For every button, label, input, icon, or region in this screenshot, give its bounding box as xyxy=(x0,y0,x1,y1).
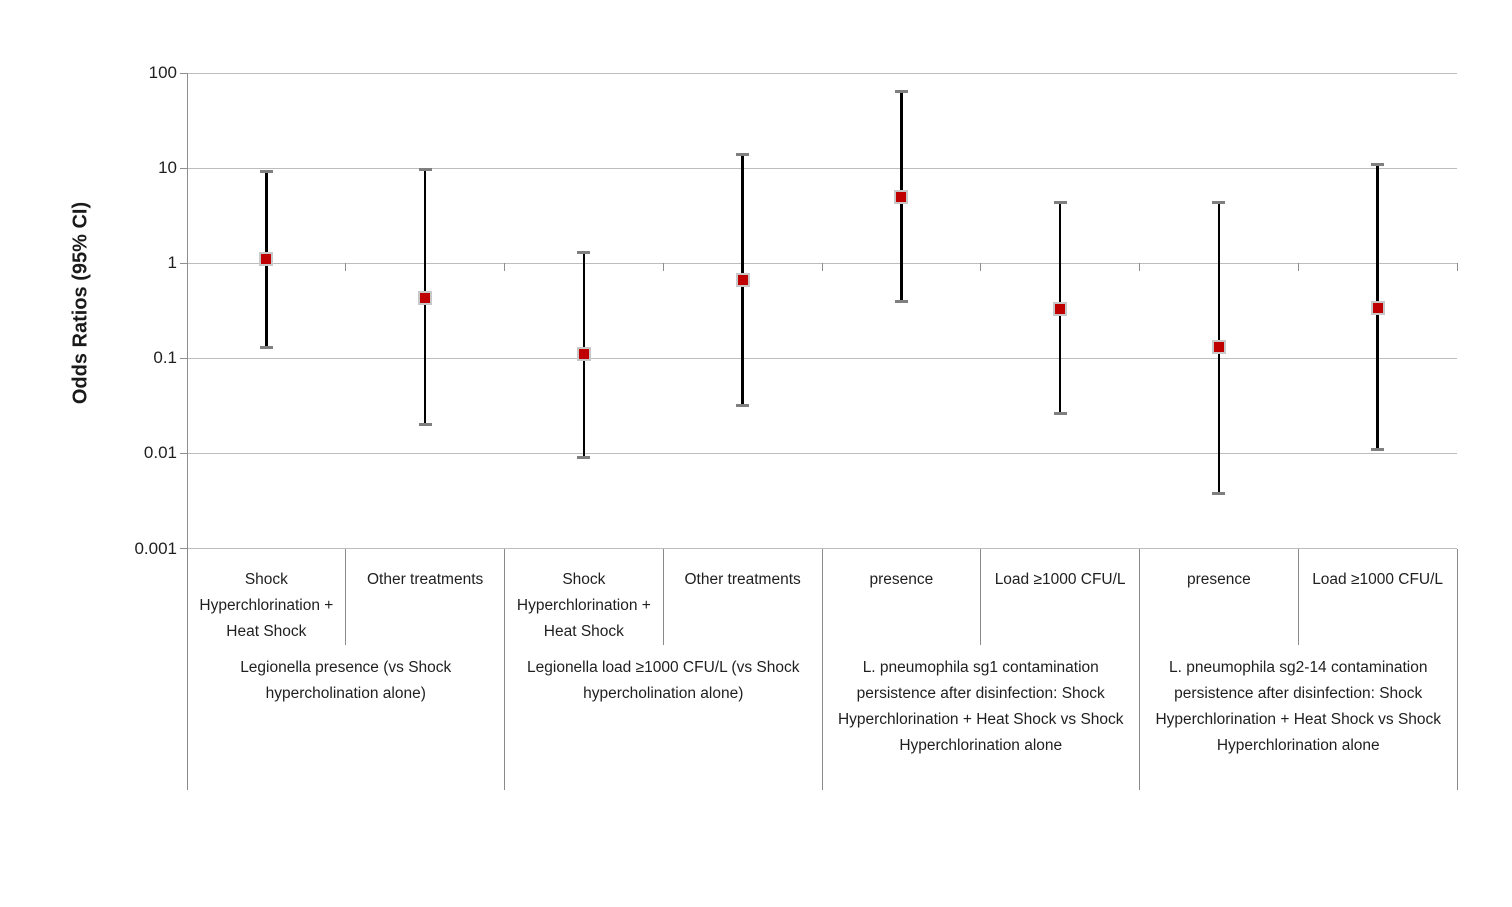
category-axis-tick xyxy=(1456,263,1458,272)
category-axis-tick xyxy=(662,263,664,272)
y-axis-tick xyxy=(180,72,187,74)
subcategory-separator-line xyxy=(980,548,982,645)
ci-lower-cap xyxy=(418,423,432,427)
y-gridline xyxy=(187,452,1457,454)
y-axis-title: Odds Ratios (95% CI) xyxy=(69,201,92,405)
data-point-marker xyxy=(894,189,909,204)
group-label: Legionella load ≥1000 CFU/L (vs Shock hy… xyxy=(527,658,800,702)
ci-lower-cap xyxy=(1053,412,1067,416)
y-axis-tick-label: 1 xyxy=(167,253,177,273)
ci-upper-cap xyxy=(736,152,750,156)
group-label: Legionella presence (vs Shock hypercholi… xyxy=(240,658,452,702)
subcategory-separator-line xyxy=(345,548,347,645)
category-axis-tick xyxy=(1139,263,1140,272)
data-point-marker xyxy=(1053,301,1068,316)
ci-upper-cap xyxy=(259,170,273,174)
subcategory-label: presence xyxy=(869,570,934,588)
subcategory-separator-line xyxy=(1297,548,1299,645)
y-axis-tick-label: 10 xyxy=(158,158,177,178)
y-axis-tick xyxy=(180,167,187,169)
subcategory-label: Shock Hyperchlorination + Heat Shock xyxy=(516,570,651,640)
y-axis-tick-label: 0.01 xyxy=(143,443,177,463)
category-axis-tick xyxy=(504,263,505,272)
subcategory-label: Other treatments xyxy=(366,570,484,588)
y-axis-tick xyxy=(180,548,187,549)
subcategory-label: Load ≥1000 CFU/L xyxy=(1312,570,1444,588)
y-axis-tick xyxy=(180,262,187,264)
ci-upper-cap xyxy=(1371,163,1385,167)
data-point-marker xyxy=(1211,340,1226,355)
data-point-marker xyxy=(418,291,433,306)
data-point-marker xyxy=(576,347,591,362)
ci-lower-cap xyxy=(736,403,750,407)
data-point-marker xyxy=(735,273,750,288)
category-axis-tick xyxy=(821,263,823,272)
ci-lower-cap xyxy=(1371,447,1385,451)
ci-upper-cap xyxy=(1053,200,1067,204)
category-axis-tick xyxy=(980,263,982,272)
ci-upper-cap xyxy=(418,168,432,172)
group-separator-line xyxy=(186,548,188,790)
ci-upper-cap xyxy=(577,250,591,254)
data-point-marker xyxy=(1370,300,1385,315)
data-point-marker xyxy=(259,252,274,267)
group-separator-line xyxy=(1456,548,1458,790)
category-axis-tick xyxy=(1297,263,1299,272)
group-separator-line xyxy=(821,548,823,790)
y-gridline xyxy=(187,357,1457,359)
subcategory-label: Shock Hyperchlorination + Heat Shock xyxy=(199,570,334,640)
ci-lower-cap xyxy=(577,456,591,460)
y-axis-tick-label: 0.001 xyxy=(134,538,177,558)
y-axis-tick xyxy=(180,452,187,454)
subcategory-label: Load ≥1000 CFU/L xyxy=(994,570,1126,588)
ci-upper-cap xyxy=(1212,200,1226,204)
ci-upper-cap xyxy=(894,89,908,93)
group-label: L. pneumophila sg1 contamination persist… xyxy=(837,658,1124,754)
ci-lower-cap xyxy=(259,345,273,349)
ci-lower-cap xyxy=(894,299,908,303)
y-axis-line xyxy=(186,73,188,549)
category-axis-tick xyxy=(345,263,347,272)
ci-lower-cap xyxy=(1212,491,1226,495)
group-separator-line xyxy=(1139,548,1140,790)
group-separator-line xyxy=(504,548,505,790)
subcategory-separator-line xyxy=(662,548,664,645)
subcategory-label: presence xyxy=(1186,570,1251,588)
group-label: L. pneumophila sg2-14 contamination pers… xyxy=(1155,658,1442,754)
y-axis-tick xyxy=(180,357,187,359)
y-axis-tick-label: 0.1 xyxy=(153,348,177,368)
y-axis-tick-label: 100 xyxy=(148,63,177,82)
y-gridline xyxy=(187,72,1457,74)
subcategory-label: Other treatments xyxy=(684,570,801,588)
y-gridline xyxy=(187,167,1457,169)
